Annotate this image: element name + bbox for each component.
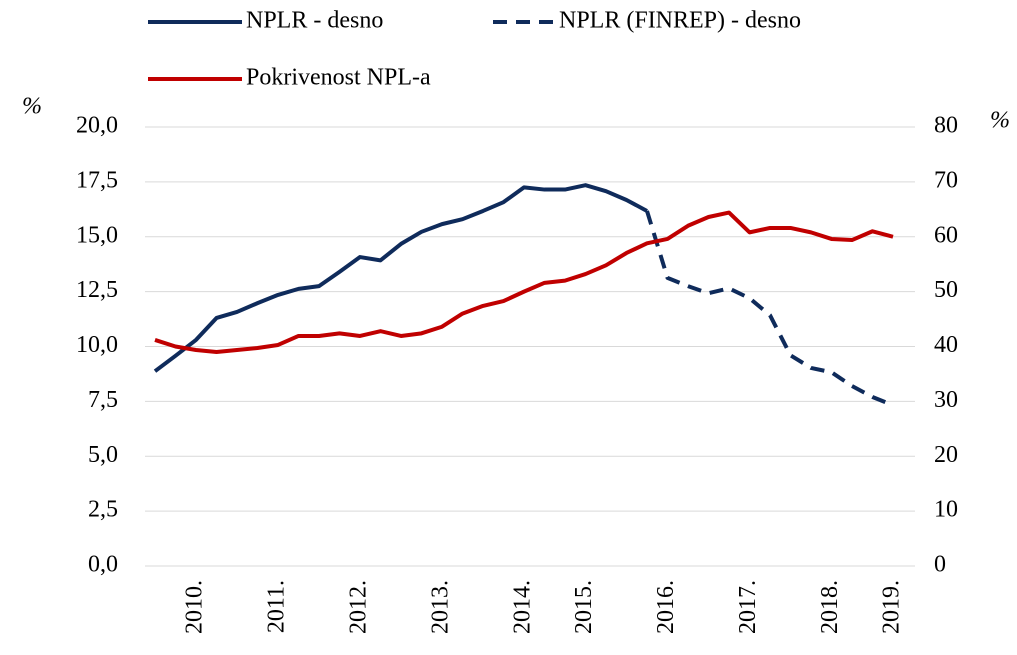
x-tick-label: 2017. bbox=[735, 580, 761, 634]
y2-axis-label: % bbox=[990, 108, 1010, 134]
y-tick-label: 12,5 bbox=[76, 277, 118, 303]
legend-label: NPLR - desno bbox=[246, 8, 383, 34]
y2-tick-label: 80 bbox=[934, 113, 958, 139]
y2-tick-label: 70 bbox=[934, 167, 958, 193]
series-line bbox=[154, 210, 894, 354]
y-tick-label: 0,0 bbox=[88, 552, 118, 578]
y-tick-label: 10,0 bbox=[76, 332, 118, 358]
x-tick-label: 2019. bbox=[879, 580, 905, 634]
y2-tick-label: 10 bbox=[934, 497, 958, 523]
x-tick-label: 2018. bbox=[817, 580, 843, 634]
x-tick-label: 2015. bbox=[571, 580, 597, 634]
y2-tick-label: 60 bbox=[934, 222, 958, 248]
y2-tick-label: 40 bbox=[934, 332, 958, 358]
y2-tick-label: 30 bbox=[934, 387, 958, 413]
y-tick-label: 5,0 bbox=[88, 442, 118, 468]
x-tick-label: 2011. bbox=[264, 580, 290, 633]
x-tick-label: 2016. bbox=[653, 580, 679, 634]
series-line bbox=[645, 210, 894, 408]
y-tick-label: 15,0 bbox=[76, 222, 118, 248]
y-tick-label: 17,5 bbox=[76, 167, 118, 193]
y-axis-label: % bbox=[22, 94, 42, 120]
series-line bbox=[153, 183, 648, 373]
y-tick-label: 2,5 bbox=[88, 497, 118, 523]
x-tick-label: 2013. bbox=[428, 580, 454, 634]
y2-tick-label: 50 bbox=[934, 277, 958, 303]
x-tick-label: 2010. bbox=[182, 580, 208, 634]
x-tick-label: 2014. bbox=[510, 580, 536, 634]
y2-tick-label: 20 bbox=[934, 442, 958, 468]
y2-tick-label: 0 bbox=[934, 552, 946, 578]
x-tick-label: 2012. bbox=[346, 580, 372, 634]
legend-label: NPLR (FINREP) - desno bbox=[559, 8, 801, 34]
legend-label: Pokrivenost NPL-a bbox=[246, 65, 431, 91]
y-tick-label: 7,5 bbox=[88, 387, 118, 413]
y-tick-label: 20,0 bbox=[76, 113, 118, 139]
